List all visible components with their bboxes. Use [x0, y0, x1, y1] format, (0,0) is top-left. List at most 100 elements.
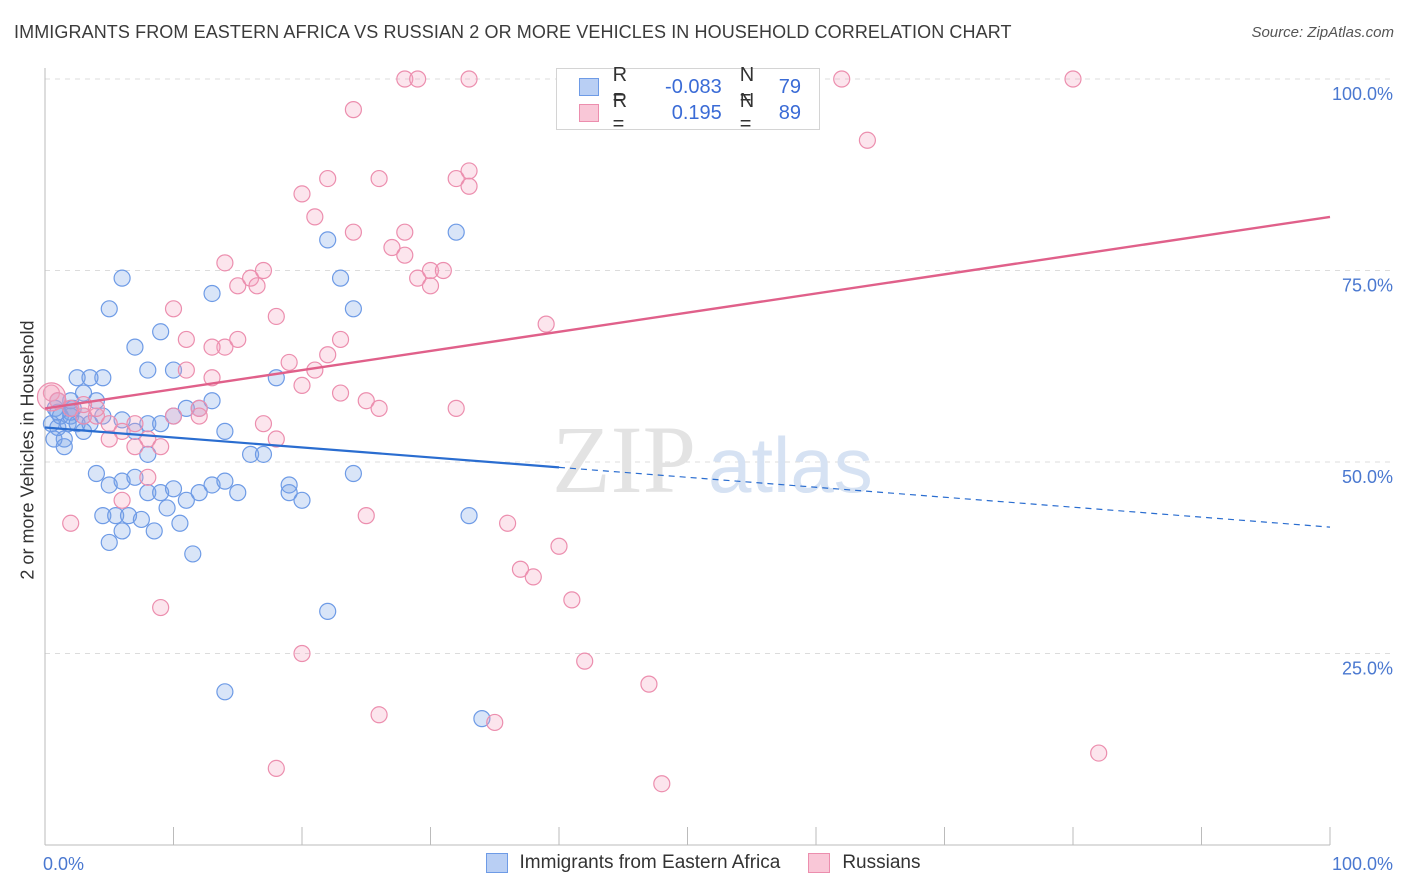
pink-point: [152, 438, 170, 456]
pink-point: [370, 399, 388, 417]
pink-point: [248, 277, 266, 295]
blue-point: [184, 545, 202, 563]
pink-point: [203, 338, 221, 356]
pink-point: [383, 238, 401, 257]
blue-point: [203, 476, 221, 494]
pink-point: [62, 514, 80, 532]
series-legend-swatch-blue: [485, 853, 508, 873]
pink-point: [576, 652, 594, 670]
pink-point: [1064, 70, 1082, 88]
pink-point: [293, 185, 311, 203]
blue-point: [177, 399, 195, 417]
pink-point: [486, 713, 504, 732]
watermark-atlas: atlas: [708, 421, 873, 509]
pink-point: [113, 491, 131, 509]
chart-title: IMMIGRANTS FROM EASTERN AFRICA VS RUSSIA…: [14, 22, 1012, 42]
pink-point: [267, 759, 285, 778]
pink-point: [563, 591, 581, 609]
legend-swatch-blue: [579, 78, 599, 96]
blue-point: [100, 476, 118, 494]
blue-point: [164, 361, 183, 379]
blue-point: [447, 223, 465, 241]
pink-point: [331, 384, 350, 402]
pink-point: [396, 223, 414, 241]
blue-point: [152, 415, 170, 433]
pink-point: [511, 560, 530, 578]
legend-row-blue: R = -0.083 N = 79: [579, 64, 819, 109]
pink-point: [640, 675, 658, 693]
pink-point: [280, 353, 298, 372]
blue-point: [331, 269, 350, 287]
blue-point: [100, 533, 118, 552]
blue-point: [139, 484, 157, 502]
blue-point: [87, 464, 106, 483]
pink-point: [293, 376, 311, 394]
blue-point: [145, 522, 163, 540]
pink-point: [1090, 744, 1108, 762]
pink-point: [396, 246, 414, 264]
pink-point: [357, 507, 375, 525]
legend-row-pink: R = 0.195 N = 89: [579, 90, 819, 135]
y-tick-label: 100.0%: [1332, 84, 1393, 104]
blue-trend-line-dashed: [558, 466, 1331, 528]
blue-point: [132, 510, 150, 529]
pink-point: [858, 131, 877, 149]
blue-point: [242, 445, 260, 463]
trend-layer: [44, 215, 1331, 528]
y-axis-label-wrap: 2 or more Vehicles in Household: [16, 300, 40, 600]
pink-point: [833, 70, 851, 88]
pink-point: [126, 438, 144, 456]
tick-label-layer: 25.0% 50.0% 75.0% 100.0% 0.0% 100.0%: [43, 84, 1393, 874]
pink-point: [254, 415, 273, 433]
pink-point: [370, 169, 388, 188]
pink-point: [164, 407, 183, 425]
blue-point: [319, 231, 337, 249]
pink-trend-line: [44, 215, 1331, 410]
stats-legend: R = -0.083 N = 79 R = 0.195 N = 89: [556, 64, 820, 135]
pink-point: [113, 422, 131, 440]
pink-point: [152, 598, 170, 617]
pink-point: [331, 330, 350, 349]
legend-r-value: 0.195: [671, 101, 722, 124]
pink-point: [434, 261, 452, 280]
x-tick-label: 100.0%: [1332, 854, 1393, 874]
blue-point: [344, 300, 362, 318]
blue-point: [319, 602, 337, 620]
watermark: ZIP atlas: [552, 406, 873, 513]
blue-point: [126, 338, 144, 356]
blue-point: [460, 507, 478, 525]
y-tick-label: 75.0%: [1342, 276, 1393, 296]
blue-point: [100, 300, 118, 318]
legend-n-value: 89: [778, 101, 801, 124]
grid-layer: [45, 78, 1395, 654]
pink-point: [460, 162, 478, 180]
pink-point: [447, 169, 465, 188]
watermark-zip: ZIP: [552, 406, 696, 513]
legend-swatch-pink: [579, 104, 599, 122]
pink-point: [139, 468, 157, 486]
pink-point: [177, 330, 195, 349]
pink-point: [344, 101, 362, 119]
pink-point: [460, 70, 478, 88]
pink-point: [447, 399, 465, 417]
blue-point: [94, 369, 112, 387]
pink-point: [100, 430, 118, 448]
series-legend: Immigrants from Eastern Africa Russians: [0, 852, 1406, 874]
blue-point: [113, 472, 131, 490]
blue-point: [158, 499, 176, 517]
series-legend-item-pink: Russians: [808, 852, 920, 874]
pink-point: [267, 307, 285, 326]
pink-point: [306, 208, 324, 226]
blue-point: [139, 415, 157, 433]
pink-point: [409, 70, 427, 88]
pink-point: [164, 300, 183, 318]
blue-point: [254, 445, 273, 463]
legend-n-label: N =: [739, 90, 755, 135]
pink-point: [190, 407, 208, 425]
x-tick-label: 0.0%: [43, 854, 84, 874]
pink-point: [499, 514, 517, 532]
pink-point: [550, 537, 568, 555]
pink-point: [229, 330, 247, 349]
legend-n-value: 79: [778, 75, 801, 98]
